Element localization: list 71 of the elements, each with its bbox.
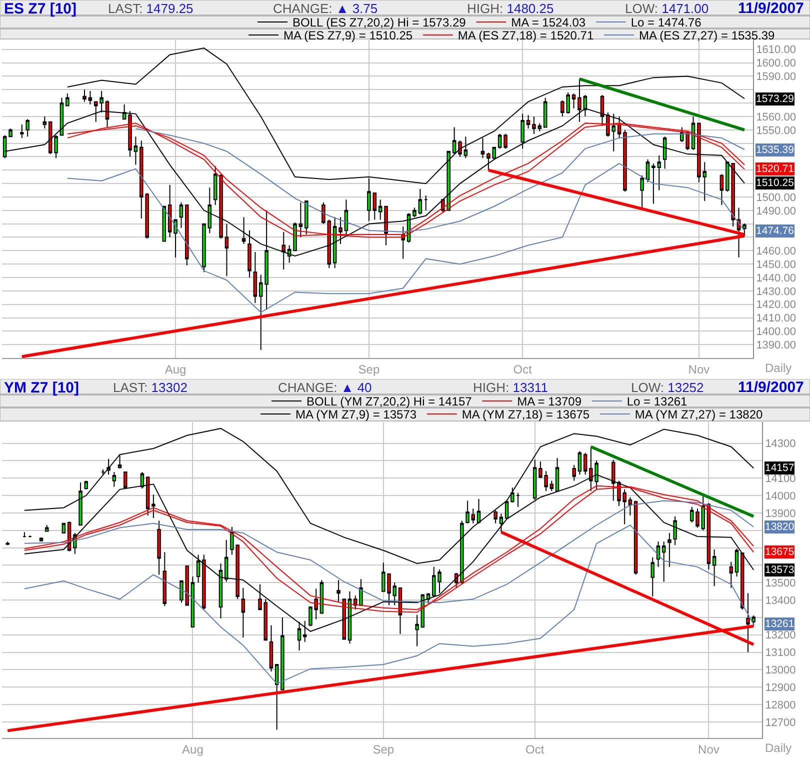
legend-label: Lo = 13261: [626, 394, 688, 409]
y-tick-label: 13400: [765, 594, 796, 607]
y-tick-label: 13200: [765, 630, 796, 642]
y-tick-label: 1610.00: [756, 44, 796, 56]
text: CHANGE: ▲ 40: [278, 380, 372, 395]
legend-label: MA (ES Z7,18) = 1520.71: [458, 28, 594, 43]
y-tick-label: 1600.00: [756, 58, 796, 70]
text: HIGH: 13311: [473, 380, 548, 395]
legend-label: BOLL (YM Z7,20,2) Hi = 14157: [306, 394, 472, 409]
y-tick-label: 13100: [765, 647, 796, 660]
y-tick-label: 1460.00: [756, 246, 796, 258]
data-label: 1573.29: [756, 93, 794, 105]
y-tick-label: 1550.00: [756, 124, 796, 137]
data-label: 1520.71: [756, 163, 794, 175]
legend-label: MA (YM Z7,18) = 13675: [462, 408, 590, 422]
text: Daily: [765, 741, 792, 755]
y-tick-label: 1440.00: [756, 272, 796, 284]
text: LOW: 13252: [631, 380, 704, 395]
data-label: 13261: [765, 618, 794, 630]
y-tick-label: 1560.00: [756, 111, 796, 124]
y-tick-label: 1390.00: [756, 339, 796, 352]
text: HIGH: 1480.25: [467, 1, 554, 16]
y-tick-label: 1590.00: [756, 71, 796, 84]
y-tick-label: 14300: [765, 438, 796, 450]
y-tick-label: 1490.00: [756, 205, 796, 218]
text: CHANGE: ▲ 3.75: [273, 1, 378, 16]
x-tick-label: Oct: [513, 362, 533, 376]
y-tick-label: 1400.00: [756, 326, 796, 338]
text: LOW: 1471.00: [625, 1, 709, 16]
y-tick-label: 1450.00: [756, 258, 796, 271]
text: 11/9/2007: [738, 379, 804, 396]
data-label: 14157: [765, 462, 794, 474]
x-tick-label: Sep: [358, 362, 380, 376]
x-tick-label: Oct: [526, 742, 545, 756]
y-tick-label: 13000: [765, 664, 796, 677]
y-tick-label: 12900: [765, 682, 796, 694]
legend-label: MA (ES Z7,9) = 1510.25: [284, 28, 413, 43]
x-tick-label: Nov: [688, 362, 710, 376]
x-tick-label: Aug: [182, 742, 204, 756]
legend-label: MA = 1524.03: [511, 16, 586, 30]
y-tick-label: 13900: [765, 508, 796, 520]
legend-label: MA (ES Z7,27) = 1535.39: [638, 28, 776, 43]
legend-label: MA (YM Z7,27) = 13820: [634, 408, 763, 422]
y-tick-label: 14000: [765, 490, 796, 502]
text: LAST: 13302: [113, 380, 188, 395]
y-tick-label: 12800: [765, 699, 796, 712]
legend-label: MA (YM Z7,9) = 13573: [296, 408, 417, 422]
chart-title: YM Z7 [10]: [4, 379, 80, 396]
x-tick-label: Aug: [164, 362, 186, 376]
x-tick-label: Nov: [698, 742, 720, 756]
text: LAST: 1479.25: [108, 1, 194, 16]
data-label: 1510.25: [756, 177, 794, 189]
data-label: 13820: [765, 521, 794, 533]
y-tick-label: 12700: [765, 716, 796, 729]
legend-label: BOLL (ES Z7,20,2) Hi = 1573.29: [292, 16, 466, 30]
y-tick-label: 1430.00: [756, 286, 796, 298]
data-label: 1474.76: [756, 225, 794, 237]
x-tick-label: Sep: [372, 742, 394, 756]
legend-label: Lo = 1474.76: [630, 16, 702, 30]
y-tick-label: 1420.00: [756, 299, 796, 312]
data-label: 1535.39: [756, 144, 794, 156]
data-label: 13573: [765, 564, 794, 576]
y-tick-label: 14100: [765, 472, 796, 485]
text: Daily: [765, 361, 792, 375]
y-tick-label: 1500.00: [756, 192, 796, 204]
chart-title: ES Z7 [10]: [4, 0, 77, 18]
text: 11/9/2007: [738, 0, 804, 17]
y-tick-label: 13500: [765, 577, 796, 590]
data-label: 13675: [765, 546, 794, 558]
legend-label: MA = 13709: [517, 394, 582, 409]
y-tick-label: 1410.00: [756, 312, 796, 325]
